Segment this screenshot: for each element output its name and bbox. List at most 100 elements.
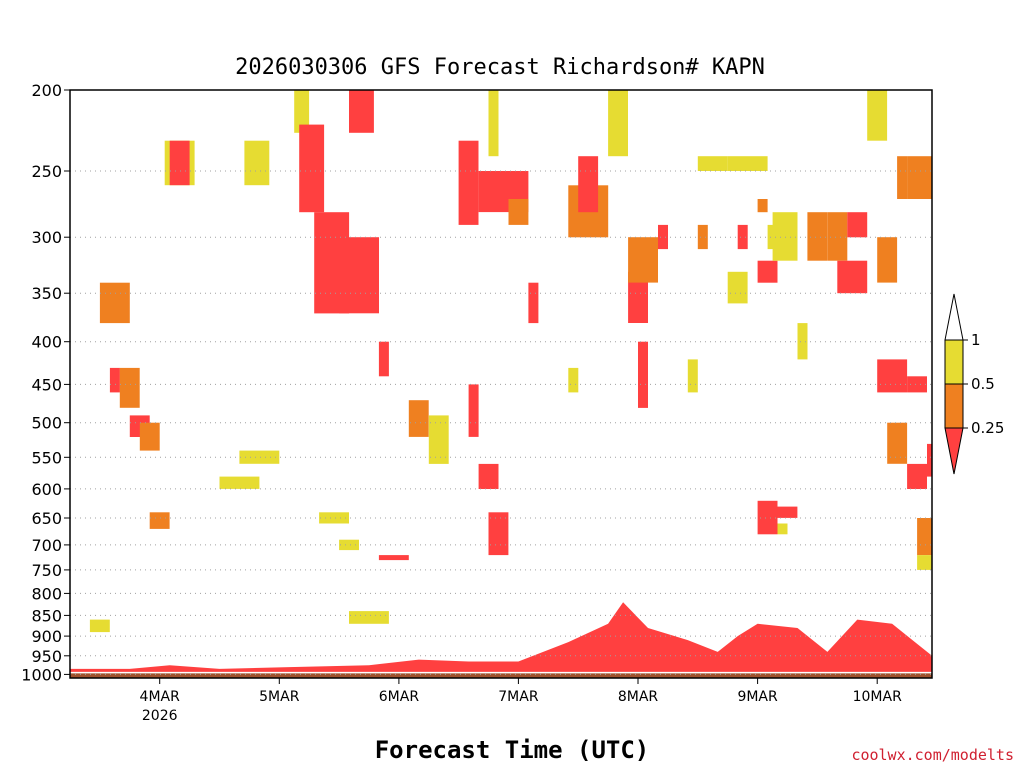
y-tick-label-650: 650 xyxy=(31,509,62,528)
y-axis-ticks: 200 250 300 350 400 450 500 550 600 650 700 750 800 8… xyxy=(21,81,70,684)
ri-cell-20 xyxy=(727,156,768,171)
ri-cell-40 xyxy=(907,156,932,199)
ri-cell-51 xyxy=(149,512,170,529)
ri-cell-35 xyxy=(867,90,888,141)
ri-cell-64 xyxy=(568,367,579,393)
ri-cell-43 xyxy=(917,518,932,556)
legend-label-2: 0.25 xyxy=(971,419,1004,437)
ri-cell-18 xyxy=(697,156,728,171)
ri-cell-37 xyxy=(877,359,908,393)
ground-surface xyxy=(70,672,932,678)
x-tick-label-6MAR: 6MAR xyxy=(379,689,420,705)
y-tick-label-450: 450 xyxy=(31,375,62,394)
y-tick-label-350: 350 xyxy=(31,284,62,303)
ri-cell-58 xyxy=(408,400,429,437)
ri-cell-48 xyxy=(119,367,140,408)
legend-bin-gt-1 xyxy=(944,293,964,341)
y-tick-label-400: 400 xyxy=(31,333,62,352)
ri-cell-3 xyxy=(294,90,310,133)
chart-title: 2026030306 GFS Forecast Richardson# KAPN xyxy=(235,55,765,80)
y-tick-label-750: 750 xyxy=(31,561,62,580)
ri-cell-21 xyxy=(727,271,748,304)
y-tick-label-1000: 1000 xyxy=(21,665,62,684)
ri-cell-4 xyxy=(299,124,325,213)
ri-cell-59 xyxy=(428,415,449,464)
y-tick-label-600: 600 xyxy=(31,480,62,499)
x-axis-ticks: 4MAR 2026 5MAR 6MAR 7MAR 8MAR 9MAR 10MAR xyxy=(140,678,902,724)
ri-cell-26 xyxy=(772,212,798,261)
ri-cell-6 xyxy=(339,237,379,314)
ri-cell-53 xyxy=(219,476,260,489)
x-tick-sublabel-4MAR: 2026 xyxy=(142,708,178,724)
y-tick-label-300: 300 xyxy=(31,228,62,247)
pressure-gridlines xyxy=(70,170,932,675)
ri-cell-41 xyxy=(907,376,927,393)
ri-cell-19 xyxy=(697,224,708,250)
ri-cell-7 xyxy=(349,90,374,133)
legend-bin-05-1 xyxy=(944,339,964,385)
ri-cell-32 xyxy=(827,212,848,261)
legend-label-0: 1 xyxy=(971,331,981,349)
ri-cell-42 xyxy=(907,463,927,489)
site-credit[interactable]: coolwx.com/modelts xyxy=(851,746,1014,764)
y-tick-label-550: 550 xyxy=(31,448,62,467)
ri-cell-22 xyxy=(737,224,748,250)
x-tick-label-4MAR: 4MAR xyxy=(140,689,181,705)
y-tick-label-500: 500 xyxy=(31,414,62,433)
ri-cell-29 xyxy=(777,523,788,535)
boundary-layer xyxy=(70,602,932,678)
ri-cell-30 xyxy=(797,323,808,360)
ri-cell-31 xyxy=(807,212,828,261)
x-tick-label-5MAR: 5MAR xyxy=(259,689,300,705)
ri-cell-44 xyxy=(927,443,932,477)
ri-cell-34 xyxy=(847,212,868,238)
legend-bin-025-05 xyxy=(944,383,964,429)
ri-cell-63 xyxy=(89,619,110,633)
y-tick-label-250: 250 xyxy=(31,162,62,181)
x-tick-label-8MAR: 8MAR xyxy=(618,689,659,705)
ri-cell-24 xyxy=(757,260,778,283)
ri-cell-54 xyxy=(319,512,349,524)
ri-cell-39 xyxy=(897,156,908,199)
ri-cell-16 xyxy=(628,271,648,323)
color-legend: 1 0.5 0.25 xyxy=(944,293,1004,475)
y-tick-label-700: 700 xyxy=(31,536,62,555)
ri-cell-15 xyxy=(608,90,628,157)
ri-cell-62 xyxy=(488,512,509,556)
ri-cell-46 xyxy=(99,282,130,324)
y-tick-label-200: 200 xyxy=(31,81,62,100)
ri-cell-57 xyxy=(378,555,409,561)
ri-cell-23 xyxy=(757,199,768,213)
ri-cell-66 xyxy=(628,237,658,283)
ri-cell-2 xyxy=(244,140,270,186)
ri-cell-14 xyxy=(578,156,599,213)
ri-cell-36 xyxy=(877,237,898,283)
legend-label-1: 0.5 xyxy=(971,375,995,393)
ri-cell-55 xyxy=(339,539,359,551)
ri-cell-45 xyxy=(917,555,932,570)
ri-cell-47 xyxy=(109,367,120,393)
ri-cell-1 xyxy=(169,140,190,186)
legend-bin-lt-025 xyxy=(944,427,964,475)
ri-cell-67 xyxy=(658,224,668,250)
x-tick-label-10MAR: 10MAR xyxy=(853,689,902,705)
ri-cell-12 xyxy=(508,199,529,225)
x-axis-title: Forecast Time (UTC) xyxy=(375,736,650,764)
y-tick-label-900: 900 xyxy=(31,627,62,646)
ri-cell-33 xyxy=(837,260,868,294)
ri-cell-11 xyxy=(488,90,499,157)
x-tick-label-7MAR: 7MAR xyxy=(498,689,539,705)
boundary-layer-low-ri xyxy=(70,602,932,673)
ri-cell-9 xyxy=(458,140,479,225)
ri-cell-50 xyxy=(139,422,160,451)
ri-cell-28 xyxy=(777,506,798,518)
ri-cell-8 xyxy=(378,341,389,377)
y-tick-label-850: 850 xyxy=(31,606,62,625)
ri-cell-52 xyxy=(239,450,280,464)
ri-cell-17 xyxy=(638,341,648,408)
ri-cell-27 xyxy=(757,500,778,535)
data-cells xyxy=(89,90,932,633)
ri-cell-61 xyxy=(478,463,499,489)
ri-cell-56 xyxy=(349,611,389,624)
